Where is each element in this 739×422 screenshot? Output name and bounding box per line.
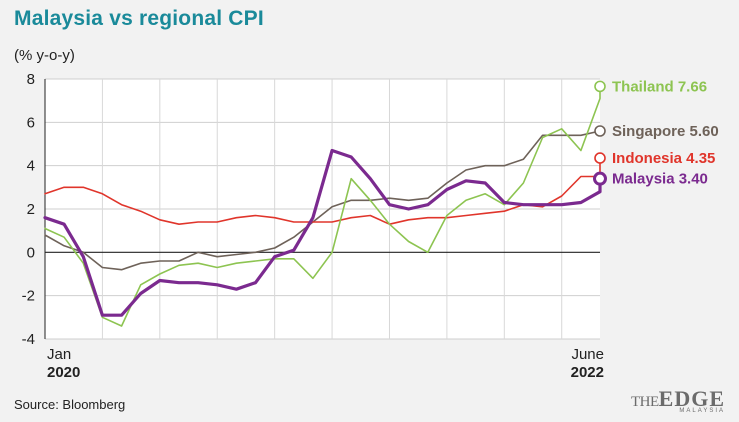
- series-end-marker-indonesia: [594, 152, 606, 164]
- series-line-singapore: [44, 130, 601, 271]
- chart-title: Malaysia vs regional CPI: [14, 7, 264, 30]
- series-end-marker-thailand: [594, 80, 606, 93]
- series-end-marker-malaysia: [593, 171, 607, 186]
- series-line-thailand: [44, 85, 601, 327]
- series-line-malaysia: [43, 148, 602, 317]
- x-tick-year: 2022: [571, 364, 604, 381]
- series-end-label-indonesia: Indonesia 4.35: [612, 150, 715, 167]
- source-note: Source: Bloomberg: [14, 397, 126, 412]
- x-tick-label: June: [571, 346, 604, 363]
- x-tick-year: 2020: [47, 364, 80, 381]
- y-tick-label: 2: [27, 201, 35, 218]
- publisher-logo: THEEDGE MALAYSIA: [630, 386, 725, 414]
- y-tick-label: -4: [22, 331, 35, 348]
- y-axis-label: (% y-o-y): [14, 47, 75, 64]
- y-tick-label: 6: [27, 114, 35, 131]
- series-end-label-malaysia: Malaysia 3.40: [612, 171, 708, 188]
- y-tick-label: 8: [27, 71, 35, 88]
- x-tick-label: Jan: [47, 346, 71, 363]
- series-end-marker-singapore: [594, 125, 606, 137]
- series-end-label-singapore: Singapore 5.60: [612, 123, 719, 140]
- y-tick-label: 0: [27, 244, 35, 261]
- y-tick-label: -2: [22, 288, 35, 305]
- y-tick-label: 4: [27, 158, 35, 175]
- series-end-label-thailand: Thailand 7.66: [612, 78, 707, 95]
